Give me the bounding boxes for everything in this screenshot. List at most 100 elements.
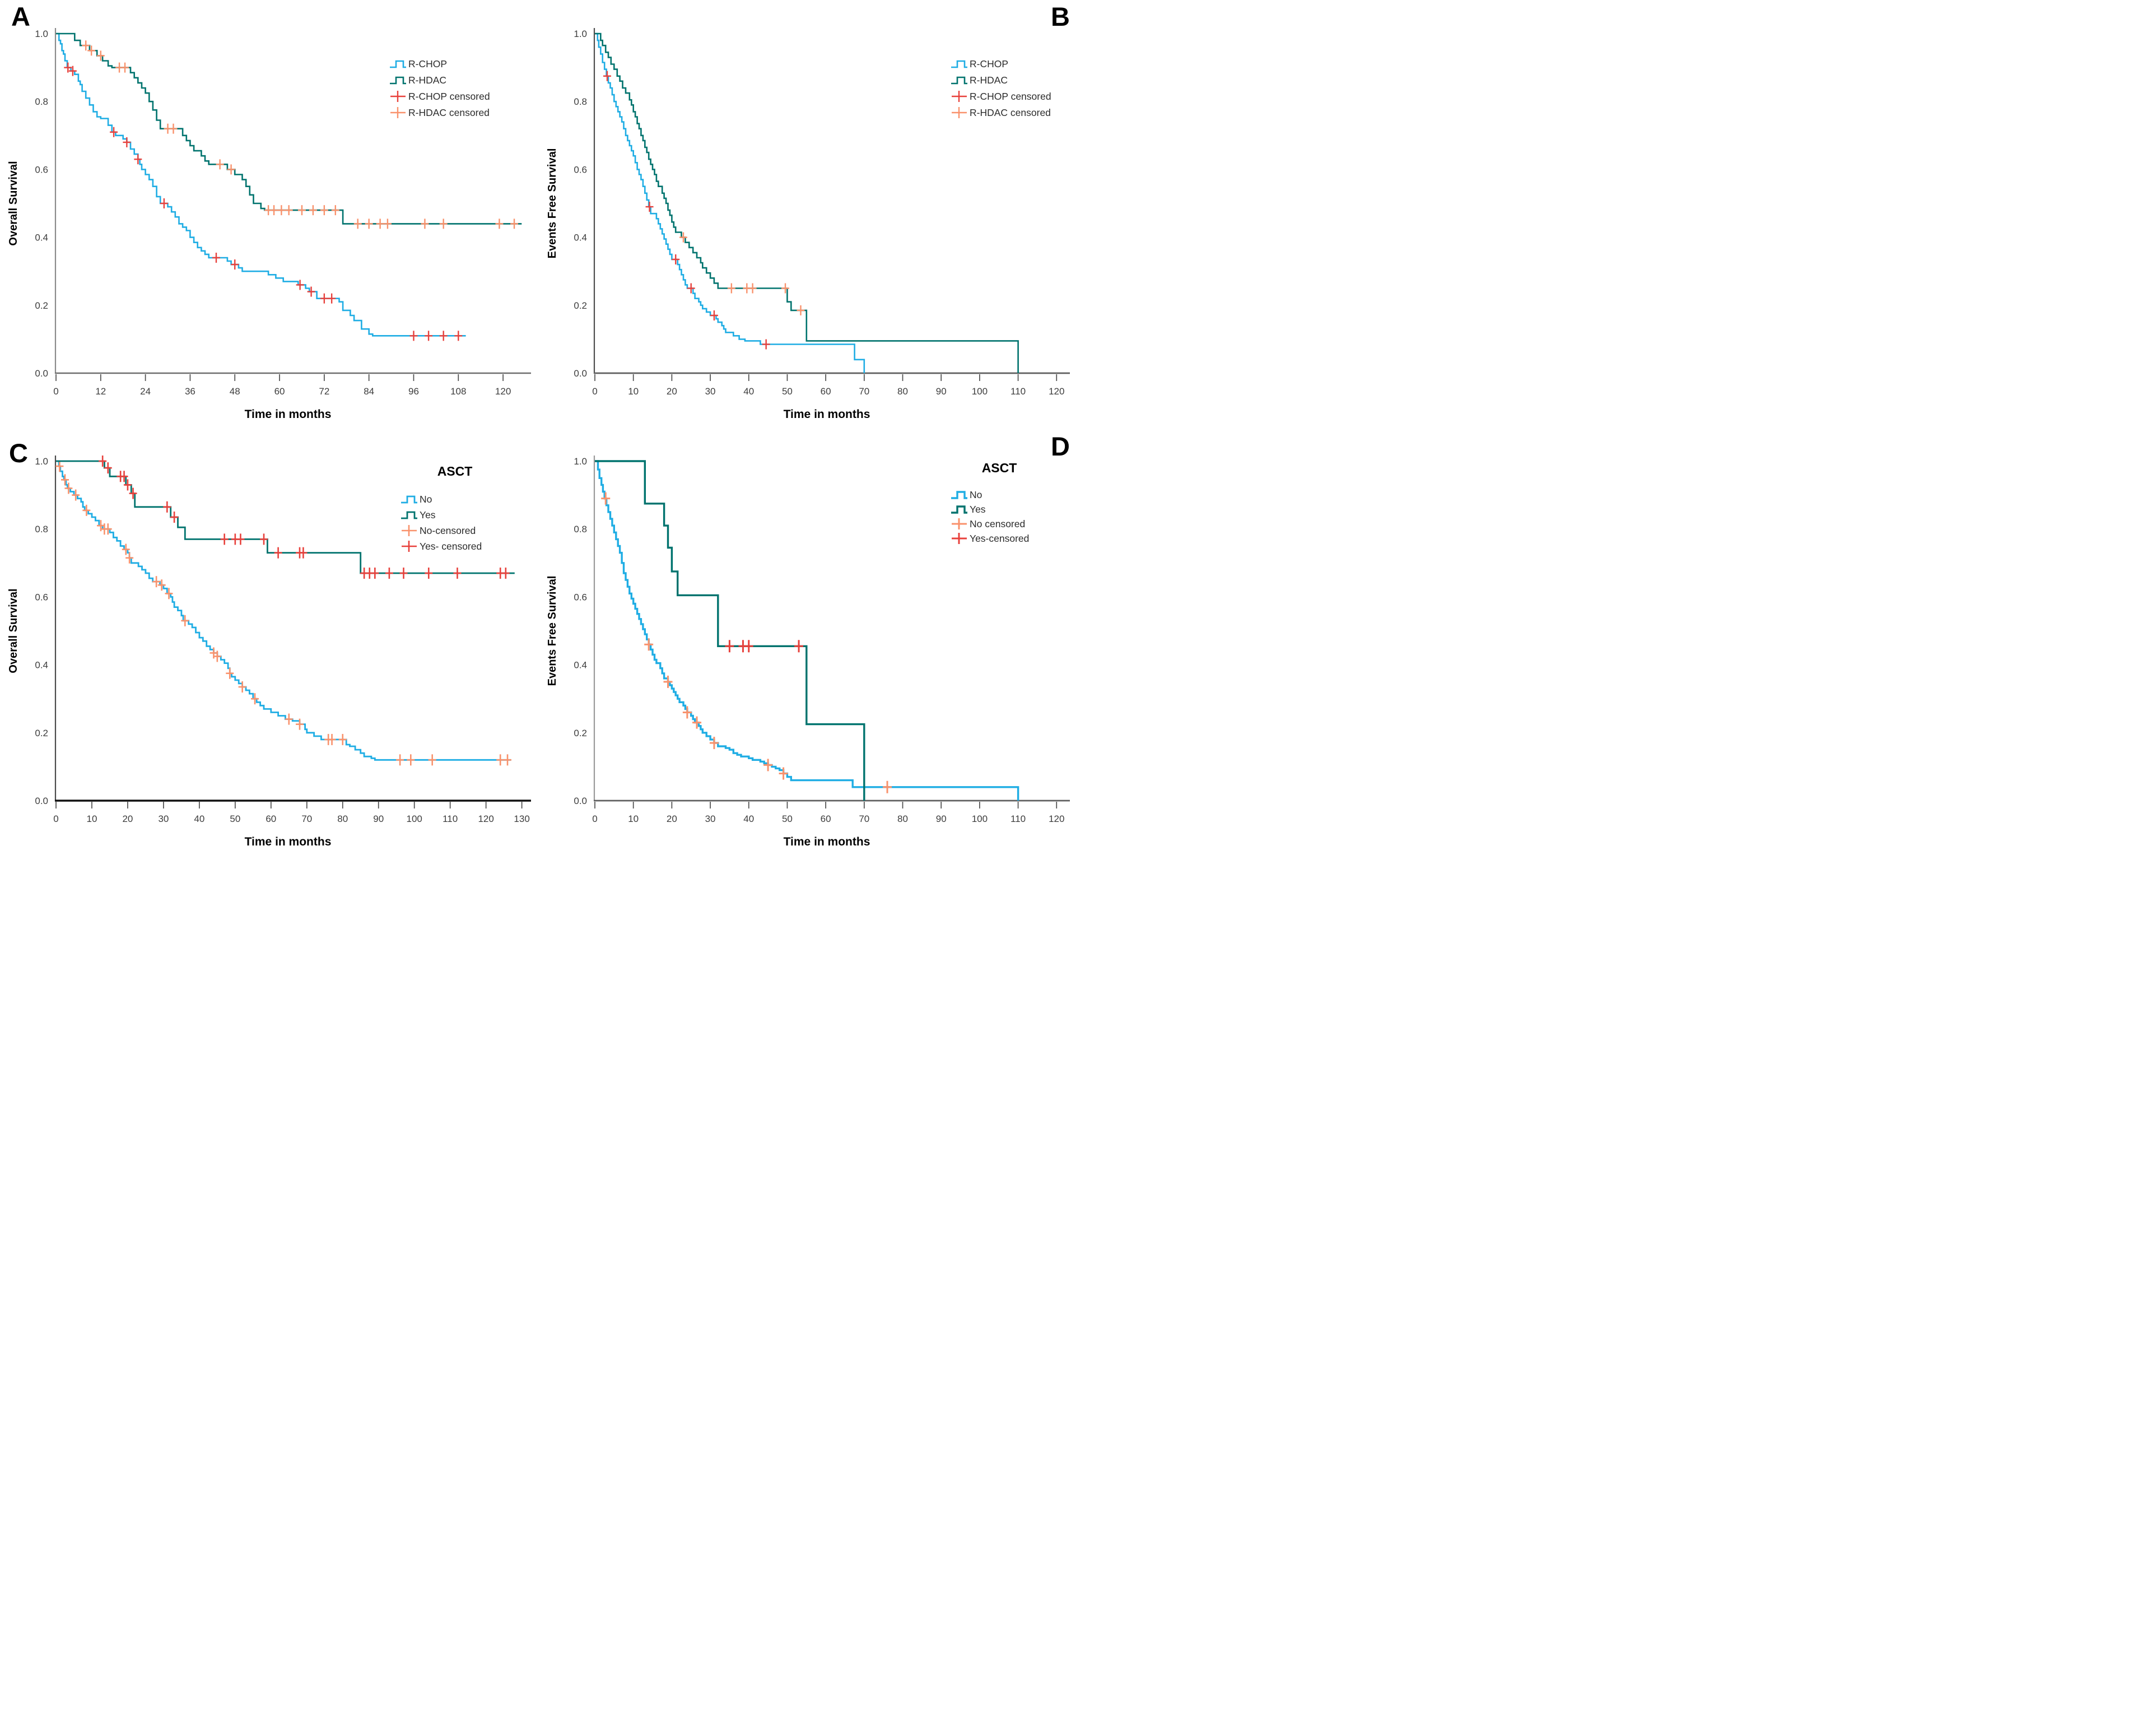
panel-letter-B: B <box>1051 2 1070 31</box>
legend-label: No <box>970 489 982 500</box>
legend-label: R-HDAC censored <box>408 107 490 118</box>
x-tick-label: 20 <box>667 814 677 824</box>
x-tick-label: 60 <box>821 386 831 397</box>
x-tick-label: 0 <box>53 814 58 824</box>
censor-marks-Yes <box>99 456 510 579</box>
x-tick-label: 100 <box>407 814 422 824</box>
legend-label: R-CHOP censored <box>970 91 1051 102</box>
legend-label: No-censored <box>420 525 476 536</box>
km-chart-C: 0 10 20 30 40 50 60 70 80 90 100 110 120 130 0.0 0.2 0.4… <box>0 428 539 855</box>
legend-label: Yes <box>970 504 986 515</box>
legend-title: ASCT <box>982 461 1017 475</box>
censor-marks-No <box>55 461 512 766</box>
y-tick-label: 0.4 <box>35 660 48 671</box>
legend-item: R-HDAC <box>951 75 1008 86</box>
censor-marks-R-CHOP <box>64 62 463 341</box>
x-tick-label: 80 <box>897 814 908 824</box>
legend-item: R-CHOP censored <box>952 91 1051 102</box>
legend-item: No-censored <box>402 525 476 536</box>
y-tick-label: 0.0 <box>35 368 48 379</box>
panel-efs-asct: 0 10 20 30 40 50 60 70 80 90 100 110 120 0.0 0.2 0.4 0.6… <box>539 428 1078 855</box>
y-tick-label: 0.2 <box>574 300 587 311</box>
km-chart-svg-D: 0 10 20 30 40 50 60 70 80 90 100 110 120 0.0 0.2 0.4 0.6… <box>546 456 1070 848</box>
legend-item: Yes- censored <box>402 541 482 552</box>
km-chart-A: 0 12 24 36 48 60 72 84 96 108 120 0.0 0.2 0.4 0.6 0.8 1.… <box>0 0 539 428</box>
legend-item: Yes-censored <box>952 533 1029 544</box>
censor-marks-R-HDAC <box>679 232 805 315</box>
x-tick-label: 30 <box>705 814 716 824</box>
x-tick-label: 36 <box>185 386 195 397</box>
legend-item: R-HDAC censored <box>390 107 490 118</box>
y-tick-label: 0.4 <box>574 660 587 671</box>
x-tick-label: 90 <box>936 386 947 397</box>
x-tick-label: 96 <box>408 386 419 397</box>
x-tick-label: 10 <box>87 814 97 824</box>
legend-label: Yes <box>420 509 436 521</box>
legend-item: No censored <box>952 518 1025 529</box>
y-tick-label: 0.8 <box>574 524 587 535</box>
x-tick-label: 20 <box>667 386 677 397</box>
x-tick-label: 30 <box>158 814 169 824</box>
x-tick-label: 40 <box>743 814 754 824</box>
km-chart-svg-A: 0 12 24 36 48 60 72 84 96 108 120 0.0 0.2 0.4 0.6 0.8 1.… <box>7 28 531 421</box>
x-axis-title: Time in months <box>784 835 870 848</box>
panel-overall-survival-asct: 0 10 20 30 40 50 60 70 80 90 100 110 120 130 0.0 0.2 0.4… <box>0 428 539 855</box>
x-tick-label: 110 <box>1011 814 1026 824</box>
legend-label: Yes-censored <box>970 533 1029 544</box>
x-tick-label: 40 <box>743 386 754 397</box>
x-tick-label: 108 <box>450 386 466 397</box>
y-tick-label: 0.0 <box>574 368 587 379</box>
x-tick-label: 72 <box>319 386 329 397</box>
y-tick-label: 0.2 <box>35 728 48 738</box>
x-tick-label: 100 <box>972 386 988 397</box>
x-tick-label: 0 <box>592 814 597 824</box>
x-tick-label: 60 <box>821 814 831 824</box>
axes: 0 10 20 30 40 50 60 70 80 90 100 110 120 130 0.0 0.2 0.4… <box>35 456 531 824</box>
km-chart-D: 0 10 20 30 40 50 60 70 80 90 100 110 120 0.0 0.2 0.4 0.6… <box>539 428 1078 855</box>
legend-item: No <box>401 494 432 505</box>
legend-item: R-CHOP <box>951 58 1008 69</box>
y-tick-label: 0.8 <box>35 96 48 107</box>
legend: ASCT No Yes No-censored Yes- censored <box>401 464 482 552</box>
y-tick-label: 0.6 <box>574 592 587 602</box>
panel-letter-D: D <box>1051 431 1070 461</box>
x-tick-label: 40 <box>194 814 204 824</box>
legend-label: R-CHOP <box>970 58 1008 69</box>
y-tick-label: 0.8 <box>574 96 587 107</box>
censor-marks-Yes <box>725 640 804 653</box>
y-tick-label: 0.4 <box>35 233 48 243</box>
x-tick-label: 110 <box>443 814 458 824</box>
x-tick-label: 0 <box>53 386 58 397</box>
x-tick-label: 50 <box>782 814 793 824</box>
y-tick-label: 0.4 <box>574 233 587 243</box>
km-chart-B: 0 10 20 30 40 50 60 70 80 90 100 110 120 0.0 0.2 0.4 0.6… <box>539 0 1078 428</box>
step-line-icon <box>390 76 406 85</box>
x-tick-label: 130 <box>514 814 529 824</box>
legend-item: Yes <box>401 509 436 521</box>
km-chart-svg-B: 0 10 20 30 40 50 60 70 80 90 100 110 120 0.0 0.2 0.4 0.6… <box>546 28 1070 421</box>
survival-curve-R-CHOP <box>595 32 865 373</box>
legend-label: R-HDAC <box>970 75 1008 86</box>
y-tick-label: 0.6 <box>35 592 48 602</box>
legend: R-CHOP R-HDAC R-CHOP censored R-HDAC censor… <box>390 58 490 118</box>
y-tick-label: 0.8 <box>35 524 48 535</box>
x-tick-label: 120 <box>478 814 493 824</box>
legend-label: Yes- censored <box>420 541 482 552</box>
legend-item: No <box>951 489 982 500</box>
survival-curve-Yes <box>56 460 515 574</box>
censor-marks-R-HDAC <box>82 40 519 229</box>
step-line-icon <box>951 60 967 68</box>
x-tick-label: 48 <box>230 386 240 397</box>
legend-item: R-HDAC <box>390 75 446 86</box>
x-tick-label: 20 <box>122 814 133 824</box>
panel-efs-regimen: 0 10 20 30 40 50 60 70 80 90 100 110 120 0.0 0.2 0.4 0.6… <box>539 0 1078 428</box>
x-tick-label: 80 <box>337 814 348 824</box>
x-tick-label: 70 <box>301 814 312 824</box>
x-axis-title: Time in months <box>245 408 332 421</box>
axes: 0 10 20 30 40 50 60 70 80 90 100 110 120 0.0 0.2 0.4 0.6… <box>574 456 1070 824</box>
x-tick-label: 120 <box>1049 814 1064 824</box>
survival-curve-R-HDAC <box>56 32 522 225</box>
x-tick-label: 24 <box>140 386 151 397</box>
axes: 0 12 24 36 48 60 72 84 96 108 120 0.0 0.2 0.4 0.6 0.8 1.… <box>35 28 531 397</box>
step-line-icon <box>951 491 967 499</box>
